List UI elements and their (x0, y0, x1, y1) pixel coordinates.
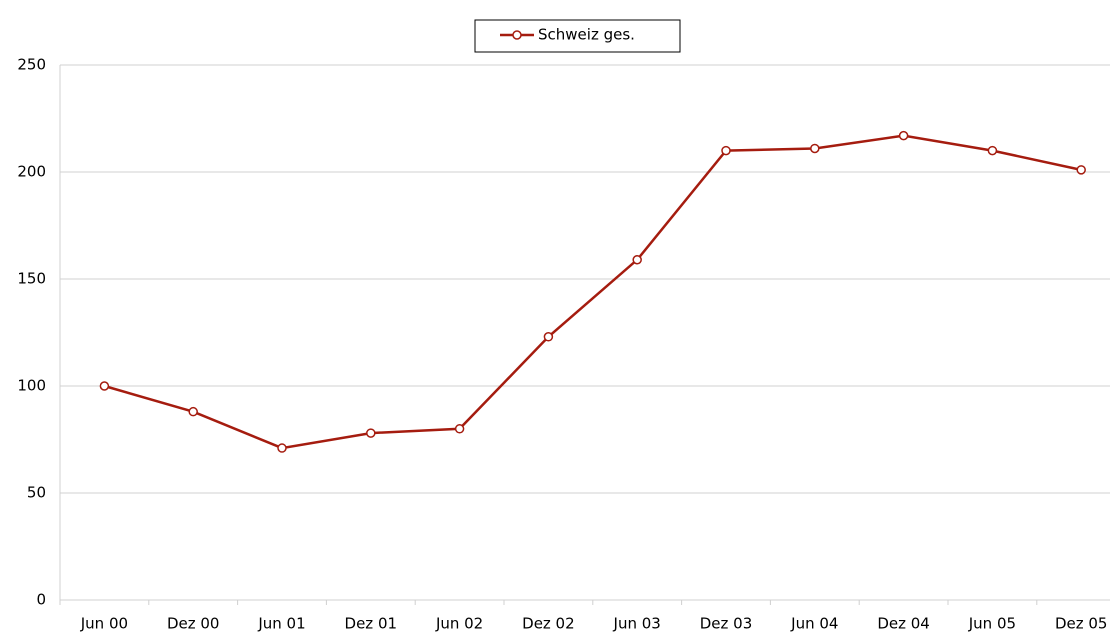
x-tick-label: Jun 04 (790, 615, 838, 633)
legend-label: Schweiz ges. (538, 26, 635, 44)
x-tick-label: Dez 03 (700, 615, 753, 633)
x-tick-label: Dez 02 (522, 615, 575, 633)
point (721, 145, 731, 156)
point (632, 254, 642, 265)
x-tick-label: Dez 04 (877, 615, 930, 633)
x-tick-label: Dez 05 (1055, 615, 1108, 633)
point (188, 406, 198, 417)
y-tick-label: 50 (27, 484, 46, 502)
point (366, 428, 376, 438)
point (99, 381, 110, 391)
point (898, 130, 909, 141)
line (104, 134, 1082, 450)
point (543, 332, 554, 342)
x-tick-label: Jun 03 (613, 615, 661, 633)
y-tick-label: 200 (17, 163, 46, 181)
y-tick-label: 250 (17, 56, 46, 74)
x-tick-label: Jun 00 (80, 615, 128, 633)
x-tick-label: Jun 01 (257, 615, 305, 633)
point (1076, 165, 1086, 175)
x-tick-label: Dez 01 (345, 615, 398, 633)
point (810, 143, 820, 154)
y-tick-label: 0 (36, 591, 46, 609)
point (454, 424, 465, 434)
x-tick-label: Jun 02 (435, 615, 483, 633)
point (277, 443, 287, 453)
point (987, 145, 998, 156)
y-tick-label: 100 (17, 377, 46, 395)
x-tick-label: Dez 00 (167, 615, 220, 633)
y-tick-label: 150 (17, 270, 46, 288)
legend-marker (512, 30, 522, 40)
x-tick-label: Jun 05 (968, 615, 1016, 633)
